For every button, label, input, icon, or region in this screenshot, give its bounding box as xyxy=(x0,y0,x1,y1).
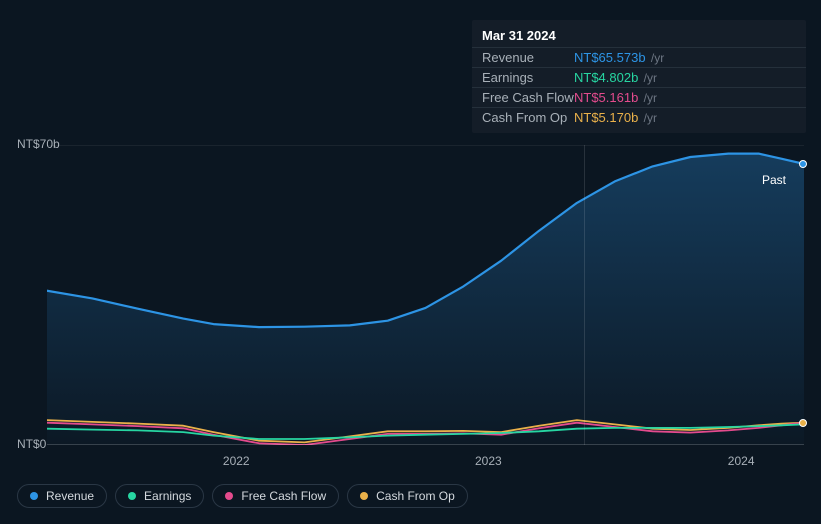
legend-label: Earnings xyxy=(144,489,191,503)
legend-item[interactable]: Earnings xyxy=(115,484,204,508)
tooltip-metric-suffix: /yr xyxy=(640,71,657,85)
series-end-marker xyxy=(799,419,807,427)
tooltip-metric-value: NT$65.573b xyxy=(574,50,646,65)
zero-baseline xyxy=(47,444,804,445)
x-axis-label: 2022 xyxy=(223,454,250,468)
tooltip-row: Cash From OpNT$5.170b /yr xyxy=(472,107,806,127)
tooltip-metric-value: NT$5.170b xyxy=(574,110,638,125)
legend-item[interactable]: Cash From Op xyxy=(347,484,468,508)
legend-item[interactable]: Revenue xyxy=(17,484,107,508)
series-end-marker xyxy=(799,160,807,168)
hover-vline xyxy=(584,145,585,445)
tooltip-metric-label: Earnings xyxy=(482,70,574,85)
tooltip-metric-suffix: /yr xyxy=(648,51,665,65)
tooltip-row: Free Cash FlowNT$5.161b /yr xyxy=(472,87,806,107)
x-axis: 2022 2023 2024 xyxy=(47,450,804,470)
financials-chart: NT$70bNT$0 Past 202220232024 xyxy=(17,125,804,480)
legend-swatch xyxy=(360,492,368,500)
legend-swatch xyxy=(30,492,38,500)
x-axis-label: 2024 xyxy=(728,454,755,468)
past-label: Past xyxy=(762,173,786,187)
x-axis-label: 2023 xyxy=(475,454,502,468)
legend: Revenue Earnings Free Cash Flow Cash From O… xyxy=(17,484,468,508)
chart-tooltip: Mar 31 2024 RevenueNT$65.573b /yrEarning… xyxy=(472,20,806,133)
legend-label: Free Cash Flow xyxy=(241,489,326,503)
tooltip-metric-label: Revenue xyxy=(482,50,574,65)
tooltip-metric-label: Cash From Op xyxy=(482,110,574,125)
legend-swatch xyxy=(128,492,136,500)
tooltip-row: RevenueNT$65.573b /yr xyxy=(472,47,806,67)
legend-item[interactable]: Free Cash Flow xyxy=(212,484,339,508)
legend-swatch xyxy=(225,492,233,500)
tooltip-date: Mar 31 2024 xyxy=(472,26,806,47)
plot-area[interactable]: Past xyxy=(47,145,804,445)
tooltip-row: EarningsNT$4.802b /yr xyxy=(472,67,806,87)
tooltip-metric-label: Free Cash Flow xyxy=(482,90,574,105)
y-axis-label: NT$0 xyxy=(17,437,46,451)
legend-label: Cash From Op xyxy=(376,489,455,503)
tooltip-metric-value: NT$5.161b xyxy=(574,90,638,105)
legend-label: Revenue xyxy=(46,489,94,503)
tooltip-metric-value: NT$4.802b xyxy=(574,70,638,85)
tooltip-metric-suffix: /yr xyxy=(640,91,657,105)
tooltip-metric-suffix: /yr xyxy=(640,111,657,125)
